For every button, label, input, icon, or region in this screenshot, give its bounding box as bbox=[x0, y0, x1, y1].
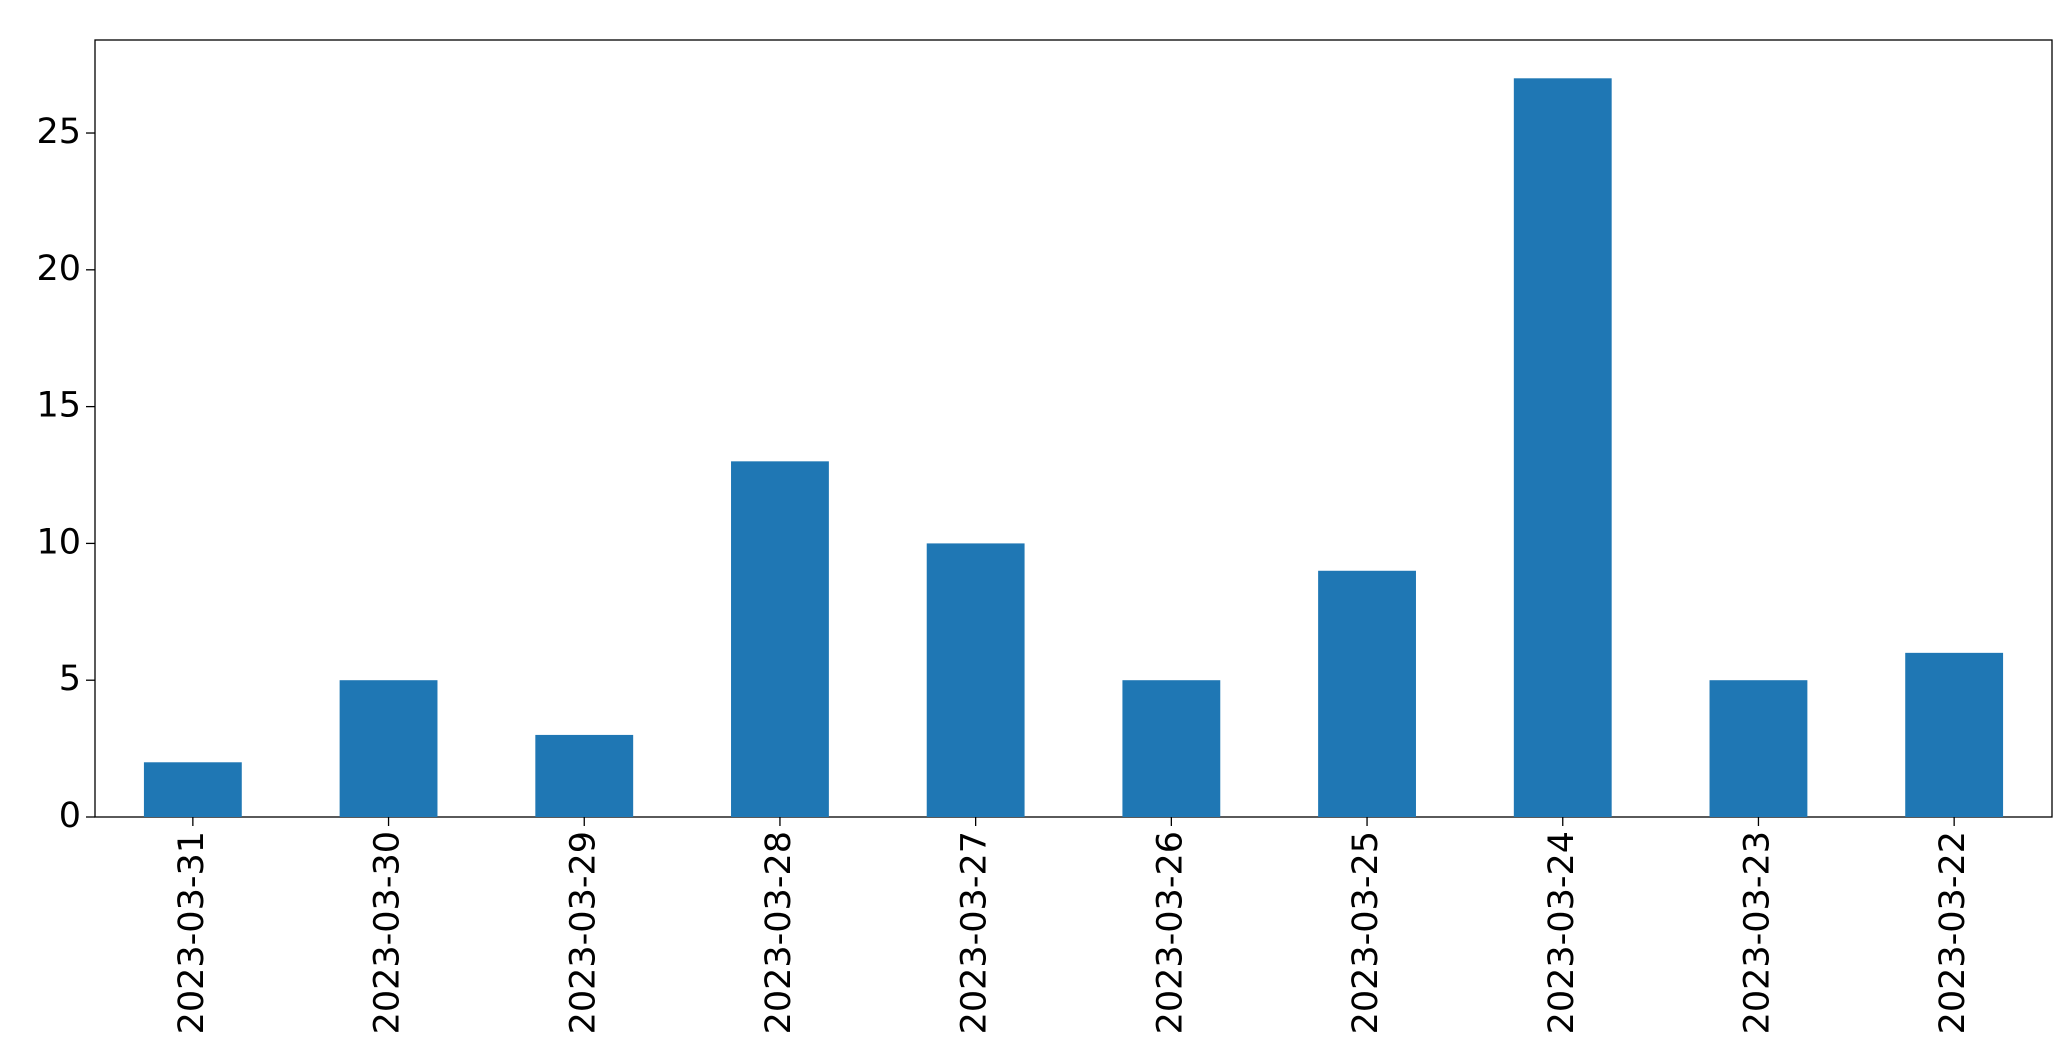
bar bbox=[1905, 652, 2004, 817]
bar bbox=[1318, 570, 1416, 817]
x-tick-label: 2023-03-24 bbox=[1542, 831, 1582, 1034]
x-tick-label: 2023-03-27 bbox=[955, 831, 995, 1034]
bar bbox=[1513, 78, 1612, 818]
y-tick-label: 0 bbox=[59, 796, 81, 836]
y-tick-label: 10 bbox=[36, 522, 81, 562]
plot-frame bbox=[94, 39, 2053, 818]
y-tick-label: 5 bbox=[59, 659, 81, 699]
x-tick-label: 2023-03-30 bbox=[368, 831, 408, 1034]
y-tick-label: 15 bbox=[36, 386, 81, 426]
x-tick-label: 2023-03-25 bbox=[1346, 831, 1386, 1034]
x-tick-label: 2023-03-29 bbox=[563, 831, 603, 1034]
y-tick-label: 25 bbox=[36, 112, 81, 152]
bar bbox=[731, 461, 829, 817]
bar bbox=[1122, 680, 1221, 817]
y-tick-label: 20 bbox=[36, 249, 81, 289]
bar bbox=[1709, 680, 1808, 817]
bar bbox=[339, 680, 438, 817]
x-tick-label: 2023-03-28 bbox=[759, 831, 799, 1034]
x-tick-label: 2023-03-23 bbox=[1737, 831, 1777, 1034]
bar bbox=[143, 762, 242, 817]
x-tick-label: 2023-03-31 bbox=[172, 831, 212, 1034]
x-tick-label: 2023-03-26 bbox=[1150, 831, 1190, 1034]
bar bbox=[535, 734, 634, 817]
bar bbox=[926, 543, 1025, 817]
x-tick-label: 2023-03-22 bbox=[1933, 831, 1973, 1034]
